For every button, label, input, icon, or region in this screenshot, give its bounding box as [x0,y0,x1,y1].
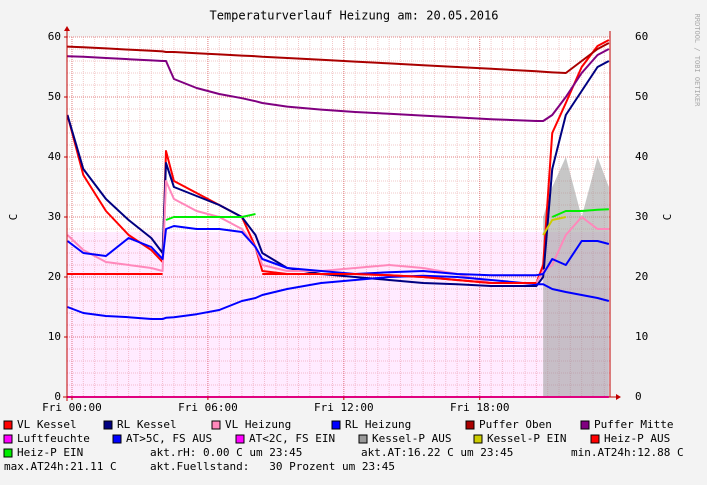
y2-tick-label: 50 [635,90,648,103]
line [67,48,610,122]
line [262,273,537,284]
legend-swatch [211,420,221,430]
legend-swatch [3,448,13,458]
watermark: RRDTOOL / TOBI OETIKER [693,14,701,108]
legend-label: Kessel-P AUS [372,432,451,445]
line [551,208,609,218]
legend-swatch [590,434,600,444]
line [67,274,610,320]
legend-swatch [473,434,483,444]
y2-tick-label: 10 [635,330,648,343]
legend-swatch [331,420,341,430]
x-tick-label: Fri 00:00 [42,401,102,414]
legend-label: Luftfeuchte [17,432,90,445]
legend-swatch [235,434,245,444]
legend-label: Heiz-P EIN [17,446,83,459]
legend-label: Puffer Oben [479,418,552,431]
x-tick-label: Fri 12:00 [314,401,374,414]
legend-swatch [358,434,368,444]
line [66,180,609,284]
legend-label: AT>5C, FS AUS [126,432,212,445]
y-tick-label: 10 [48,330,61,343]
legend-label: VL Heizung [225,418,291,431]
legend-label: RL Kessel [117,418,177,431]
area [67,232,609,397]
legend-label: AT<2C, FS EIN [249,432,335,445]
legend-swatch [465,420,475,430]
legend-label: Puffer Mitte [594,418,673,431]
annotation: akt.AT:16.22 C um 23:45 [361,446,513,459]
legend-label: Heiz-P AUS [604,432,670,445]
legend-swatch [103,420,113,430]
x-axis-arrow [616,394,621,400]
y-axis-label: C [7,214,20,221]
line [66,225,610,277]
y-tick-label: 20 [48,270,61,283]
y-tick-label: 0 [54,390,61,403]
area [543,157,609,397]
y-tick-label: 30 [48,210,61,223]
y-tick-label: 40 [48,150,61,163]
legend-label: VL Kessel [17,418,77,431]
annotation: max.AT24h:21.11 C [4,460,117,473]
y2-tick-label: 20 [635,270,648,283]
chart-title: Temperaturverlauf Heizung am: 20.05.2016 [210,9,499,23]
annotation: akt.Fuellstand: 30 Prozent um 23:45 [150,460,395,473]
line [67,42,610,74]
y2-tick-label: 60 [635,30,648,43]
y2-tick-label: 0 [635,390,642,403]
y2-tick-label: 40 [635,150,648,163]
legend-label: RL Heizung [345,418,411,431]
y2-axis-label: C [661,214,674,221]
y-tick-label: 60 [48,30,61,43]
x-tick-label: Fri 18:00 [450,401,510,414]
y-tick-label: 50 [48,90,61,103]
legend-swatch [3,434,13,444]
legend-swatch [112,434,122,444]
annotation: min.AT24h:12.88 C [571,446,684,459]
x-tick-label: Fri 06:00 [178,401,238,414]
y-axis-arrow [64,26,70,31]
line [542,216,567,236]
plot-layer [66,39,610,398]
y2-tick-label: 30 [635,210,648,223]
annotation: akt.rH: 0.00 C um 23:45 [150,446,302,459]
legend-swatch [580,420,590,430]
legend-label: Kessel-P EIN [487,432,566,445]
legend-swatch [3,420,13,430]
line [165,213,256,221]
